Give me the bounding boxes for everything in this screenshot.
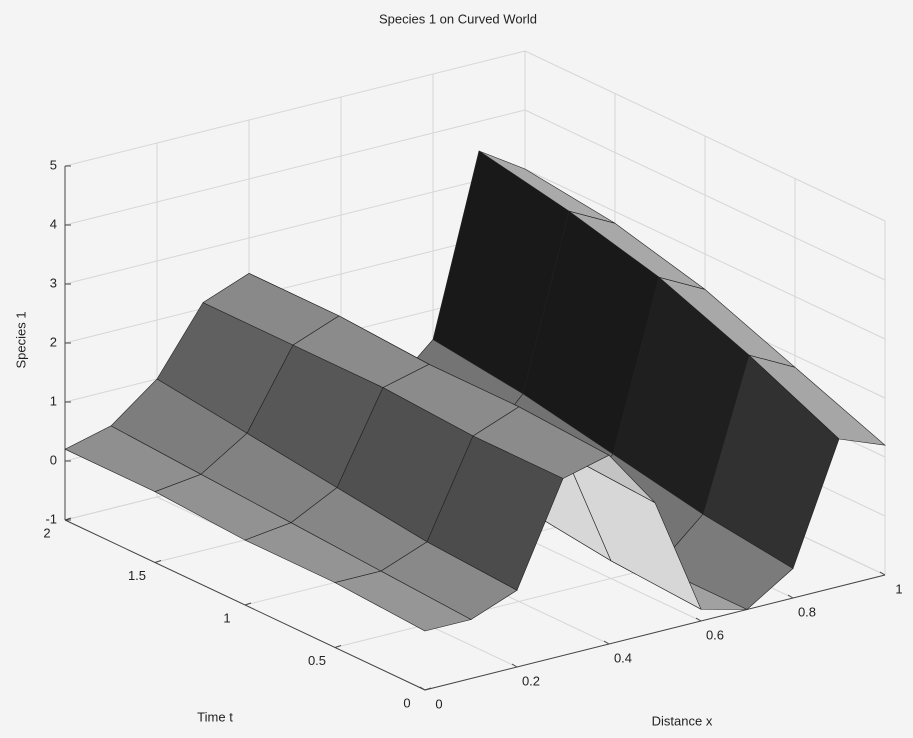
z-tick-label: 1 [50, 393, 57, 408]
y-axis-label: Time t [197, 709, 233, 724]
z-tick-label: 2 [50, 334, 57, 349]
x-tick [419, 686, 426, 691]
x-tick-label: 0.4 [614, 650, 632, 665]
x-tick-label: 0.6 [706, 627, 724, 642]
grid-line [64, 109, 526, 226]
y-tick-label: 2 [43, 525, 50, 540]
x-axis [424, 574, 886, 691]
z-tick-label: 0 [50, 452, 57, 467]
y-tick-label: 1.5 [128, 568, 146, 583]
y-tick-label: 0.5 [308, 653, 326, 668]
y-tick [334, 645, 342, 648]
y-tick [154, 560, 162, 563]
y-tick [64, 517, 72, 521]
z-tick-label: -1 [45, 511, 57, 526]
z-tick-label: 4 [50, 216, 57, 231]
x-tick-label: 0.8 [798, 604, 816, 619]
y-tick-label: 0 [403, 695, 410, 710]
grid-line [64, 50, 526, 167]
y-tick-label: 1 [223, 610, 230, 625]
grid-line [64, 168, 526, 285]
x-tick [695, 617, 702, 622]
y-tick [424, 687, 432, 691]
z-tick-label: 5 [50, 157, 57, 172]
x-tick [787, 594, 794, 599]
x-tick [511, 663, 518, 668]
grid-line [64, 227, 526, 344]
x-tick-label: 0.2 [522, 673, 540, 688]
x-tick-label: 1 [895, 581, 902, 596]
x-tick-label: 0 [435, 696, 442, 711]
x-tick [879, 571, 886, 576]
x-axis-label: Distance x [652, 713, 713, 728]
z-tick-label: 3 [50, 275, 57, 290]
x-tick [603, 640, 610, 645]
z-axis-label: Species 1 [13, 311, 28, 368]
chart-title: Species 1 on Curved World [379, 11, 537, 26]
y-tick [244, 602, 252, 606]
surface-patch [334, 570, 472, 632]
